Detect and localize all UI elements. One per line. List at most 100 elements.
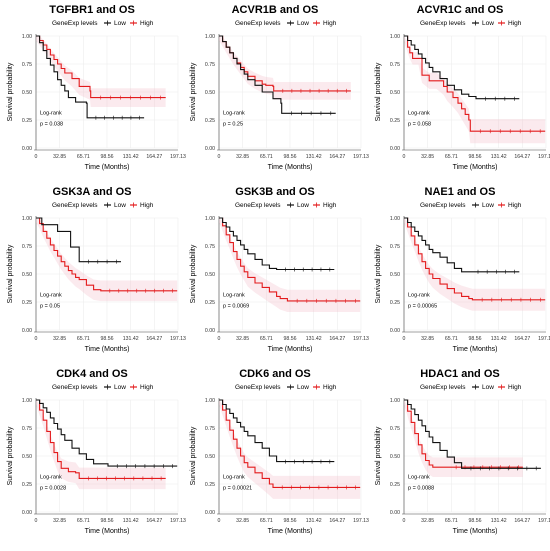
grid [403, 217, 547, 331]
curve-low [36, 35, 145, 119]
x-axis-label: Time (Months) [453, 528, 498, 535]
logrank-label: Log-rank [223, 474, 245, 480]
y-tick-label: 0.00 [205, 328, 215, 334]
panel-title: GSK3B and OS [235, 186, 314, 198]
ci-band-high [219, 36, 351, 100]
legend-label-high: High [508, 202, 522, 209]
y-tick-label: 1.00 [22, 34, 32, 40]
y-tick-label: 0.75 [205, 244, 215, 250]
x-tick-label: 131.42 [491, 154, 507, 160]
x-tick-label: 65.71 [77, 518, 90, 524]
grid [35, 217, 179, 331]
km-panel-3: ACVR1C and OS GeneExp levels Low High 0.00 0.… [375, 4, 550, 171]
x-tick-label: 164.27 [146, 518, 162, 524]
x-tick-label: 197.13 [538, 336, 550, 342]
y-tick-label: 0.50 [390, 90, 400, 96]
legend-title: GeneExp levels [52, 20, 98, 27]
x-tick-label: 98.56 [469, 518, 482, 524]
y-tick-label: 0.25 [390, 300, 400, 306]
y-tick-label: 1.00 [205, 398, 215, 404]
x-tick-label: 65.71 [445, 336, 458, 342]
legend-title: GeneExp levels [235, 384, 281, 391]
x-tick-label: 65.71 [260, 154, 273, 160]
legend: GeneExp levels Low High [235, 202, 337, 209]
x-tick-label: 0 [403, 154, 406, 160]
legend: GeneExp levels Low High [235, 384, 337, 391]
y-tick-label: 0.75 [390, 426, 400, 432]
y-tick-label: 0.50 [22, 90, 32, 96]
x-tick-label: 32.85 [53, 518, 66, 524]
legend-label-high: High [323, 20, 337, 27]
x-tick-label: 32.85 [236, 518, 249, 524]
km-panel-5: GSK3B and OS GeneExp levels Low High 0.00 0.2… [190, 186, 369, 353]
x-tick-label: 0 [403, 518, 406, 524]
x-tick-label: 0 [35, 154, 38, 160]
y-tick-label: 0.00 [390, 146, 400, 152]
curve-high [36, 35, 166, 99]
y-tick-label: 0.75 [22, 244, 32, 250]
y-tick-label: 0.75 [22, 62, 32, 68]
x-tick-label: 164.27 [514, 518, 530, 524]
ci-band-high [219, 218, 361, 312]
y-tick-label: 0.00 [205, 146, 215, 152]
x-tick-label: 131.42 [123, 154, 139, 160]
x-tick-label: 98.56 [284, 518, 297, 524]
x-axis-label: Time (Months) [453, 164, 498, 171]
x-tick-label: 65.71 [260, 336, 273, 342]
y-tick-label: 0.50 [205, 454, 215, 460]
x-tick-label: 131.42 [123, 336, 139, 342]
y-axis-label: Survival probability [190, 62, 197, 121]
y-axis-label: Survival probability [375, 426, 382, 485]
legend-label-high: High [140, 202, 154, 209]
curve-high [36, 217, 178, 292]
curve-high [36, 399, 166, 479]
y-tick-label: 0.75 [390, 244, 400, 250]
y-tick-label: 1.00 [390, 34, 400, 40]
x-tick-label: 98.56 [101, 518, 114, 524]
ci-band-high [36, 36, 166, 108]
x-axis-label: Time (Months) [268, 528, 313, 535]
curve-low [36, 217, 121, 263]
x-tick-label: 131.42 [123, 518, 139, 524]
x-tick-label: 32.85 [236, 336, 249, 342]
logrank-label: Log-rank [40, 292, 62, 298]
legend-label-high: High [508, 384, 522, 391]
curve-low [404, 217, 520, 273]
ci-band-high [404, 36, 546, 144]
ci-band-high [219, 400, 361, 499]
y-tick-label: 0.00 [390, 510, 400, 516]
legend: GeneExp levels Low High [52, 20, 154, 27]
x-tick-label: 32.85 [421, 518, 434, 524]
curve-low [404, 399, 541, 469]
curve-high [404, 399, 523, 468]
legend-label-low: Low [482, 20, 494, 27]
y-tick-label: 0.00 [390, 328, 400, 334]
y-tick-label: 0.25 [205, 118, 215, 124]
x-tick-label: 164.27 [329, 154, 345, 160]
legend-label-high: High [508, 20, 522, 27]
y-axis-label: Survival probability [7, 244, 14, 303]
x-axis-label: Time (Months) [268, 346, 313, 353]
curve-high [219, 399, 361, 488]
y-tick-label: 1.00 [22, 398, 32, 404]
legend-label-high: High [140, 384, 154, 391]
panel-title: HDAC1 and OS [420, 368, 499, 380]
legend-title: GeneExp levels [52, 202, 98, 209]
logrank-label: Log-rank [40, 474, 62, 480]
legend-label-low: Low [114, 20, 126, 27]
legend-label-low: Low [297, 20, 309, 27]
x-tick-label: 164.27 [146, 154, 162, 160]
y-axis-label: Survival probability [375, 62, 382, 121]
x-tick-label: 32.85 [421, 154, 434, 160]
x-tick-label: 197.13 [170, 154, 186, 160]
p-value: p = 0.038 [40, 122, 63, 128]
ci-band-high [36, 218, 178, 302]
curve-high [404, 217, 546, 301]
x-tick-label: 131.42 [306, 336, 322, 342]
grid [218, 217, 362, 331]
legend: GeneExp levels Low High [235, 20, 337, 27]
x-tick-label: 98.56 [101, 336, 114, 342]
x-tick-label: 0 [218, 336, 221, 342]
p-value: p = 0.058 [408, 122, 431, 128]
